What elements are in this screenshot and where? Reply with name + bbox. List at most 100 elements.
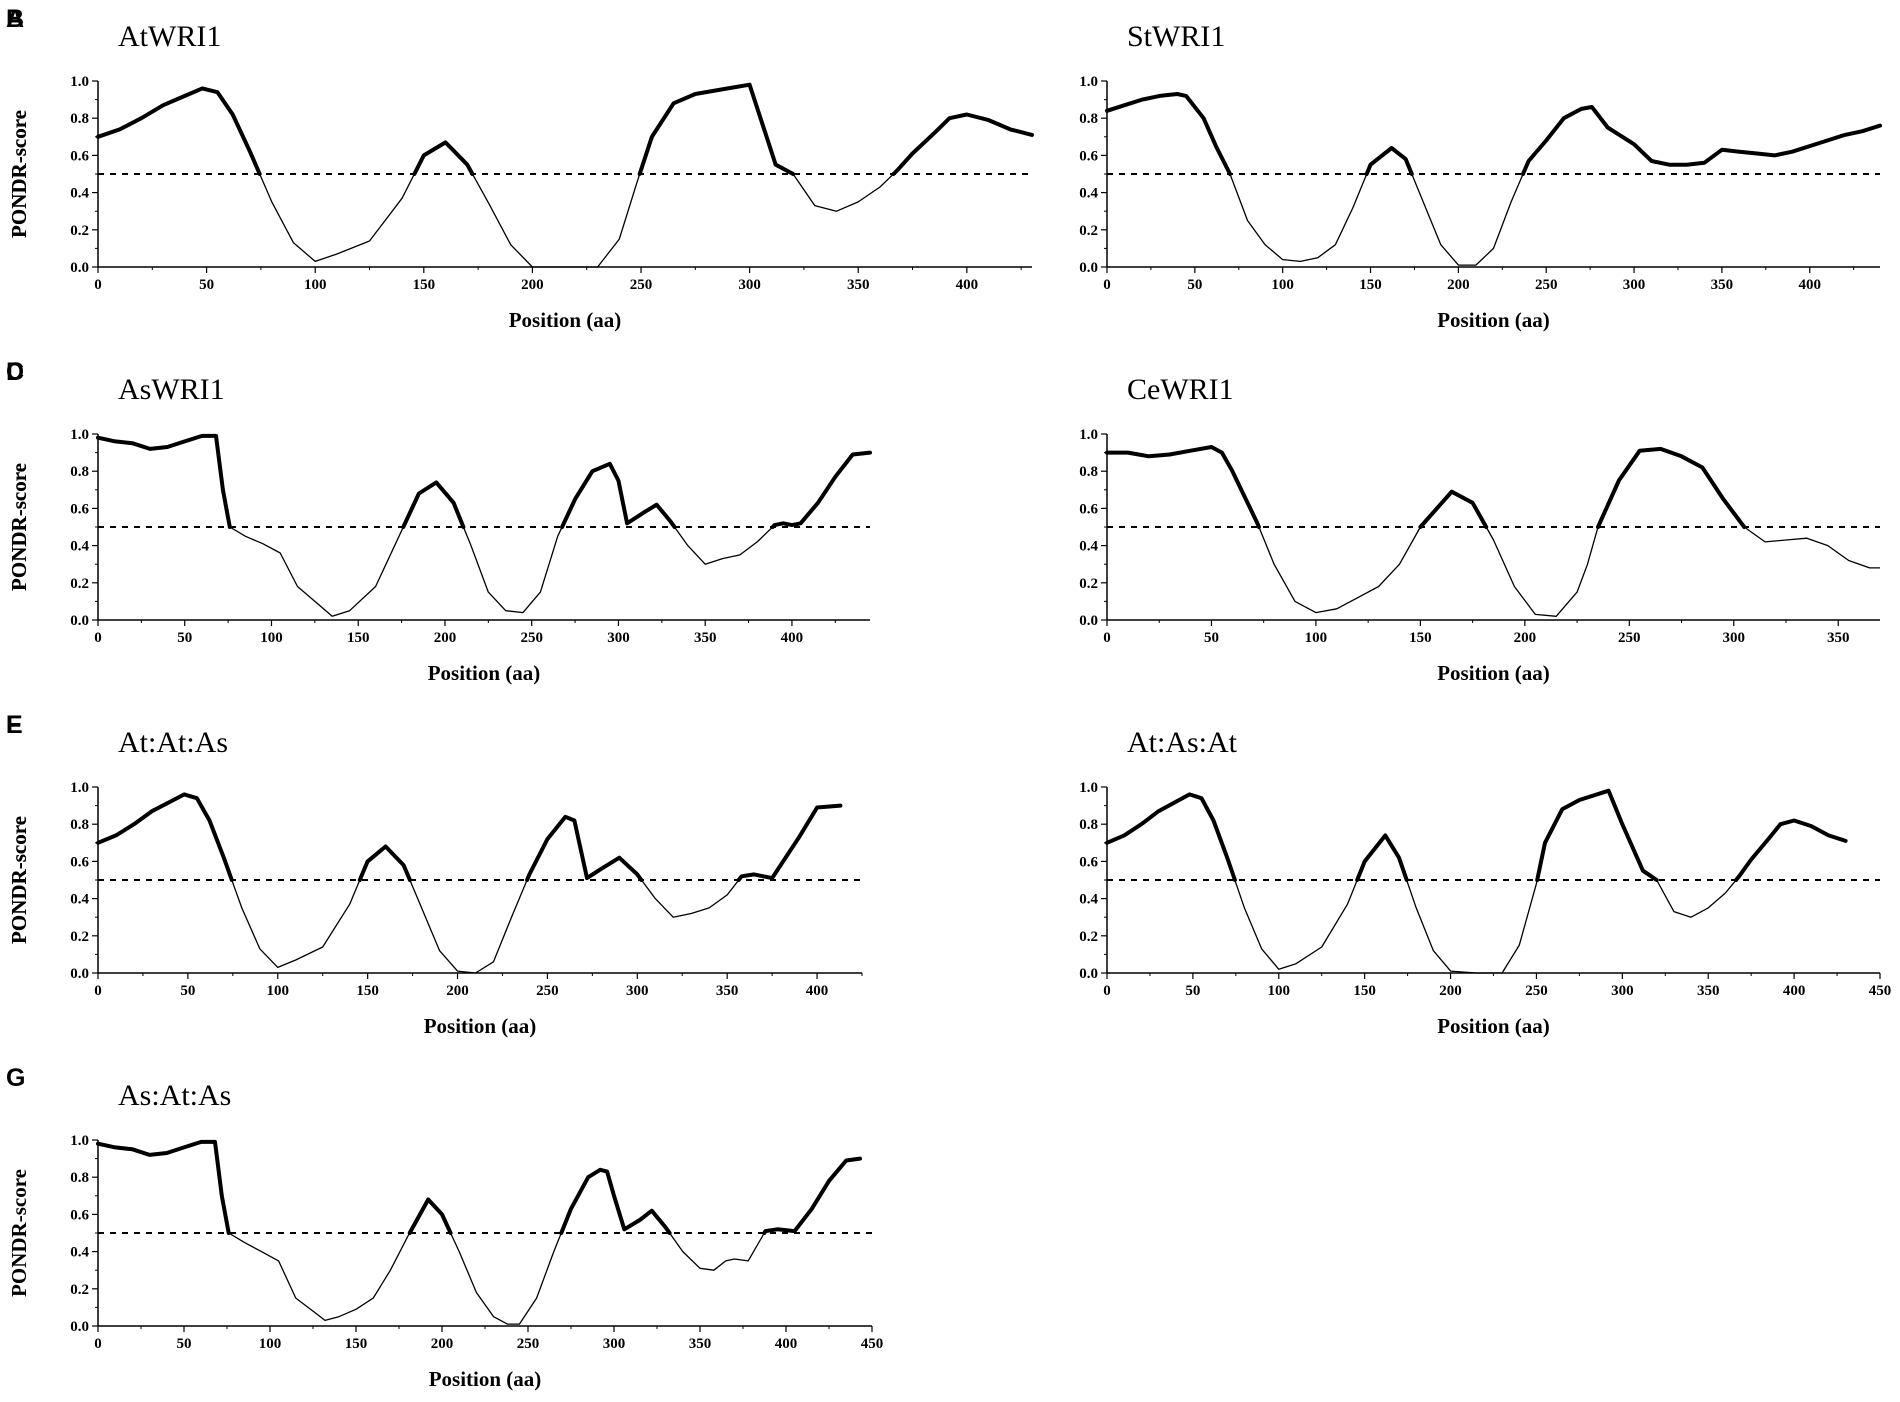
panel-title: AtWRI1 [118, 20, 221, 53]
x-tick-label: 150 [345, 1336, 368, 1352]
panel-e: E At:At:As 0.0 0.2 0.4 0.6 0.8 1.0 0 50 100 150 200 2… [6, 711, 863, 1038]
y-tick-label: 0.0 [1079, 613, 1098, 629]
y-tick-label: 0.0 [1079, 260, 1098, 276]
y-tick-label: 0.4 [70, 892, 89, 908]
x-axis-label: Position (aa) [1437, 661, 1550, 685]
x-tick-label: 200 [1439, 983, 1462, 999]
disordered-segment [736, 803, 843, 882]
y-tick-label: 1.0 [70, 427, 89, 443]
x-tick-label: 200 [431, 1336, 454, 1352]
panel-f: F At:As:At 0.0 0.2 0.4 0.6 0.8 1.0 0 50 100 150 200 2… [6, 711, 1891, 1038]
disordered-segment [357, 844, 412, 882]
panel-letter: D [6, 358, 24, 386]
y-tick-label: 0.2 [70, 576, 89, 592]
panel-title: As:At:As [118, 1079, 231, 1112]
y-tick-label: 0.8 [70, 1170, 89, 1186]
pondr-line [97, 84, 1033, 268]
x-axis-label: Position (aa) [1437, 1014, 1550, 1038]
x-tick-label: 450 [861, 1336, 884, 1352]
x-tick-label: 200 [1447, 277, 1470, 293]
x-tick-label: 450 [1869, 983, 1892, 999]
y-axis-label: PONDR-score [7, 463, 31, 591]
x-tick-label: 0 [94, 277, 102, 293]
y-tick-label: 0.2 [1079, 223, 1098, 239]
y-tick-label: 1.0 [70, 1133, 89, 1149]
disordered-segment [96, 1139, 231, 1235]
x-tick-label: 100 [260, 630, 283, 646]
x-tick-label: 300 [626, 983, 649, 999]
x-axis-label: Position (aa) [428, 661, 541, 685]
x-tick-label: 250 [1618, 630, 1641, 646]
panel-c: C AsWRI1 0.0 0.2 0.4 0.6 0.8 1.0 0 50 100 150 200 250… [6, 358, 872, 685]
panel-title: At:At:As [118, 726, 228, 759]
disordered-segment [412, 140, 475, 176]
y-tick-label: 0.4 [70, 186, 89, 202]
y-tick-label: 0.0 [70, 1319, 89, 1335]
y-tick-label: 0.0 [70, 966, 89, 982]
x-tick-label: 0 [94, 1336, 102, 1352]
y-tick-label: 0.4 [70, 1245, 89, 1261]
panel-title: StWRI1 [1127, 20, 1225, 53]
x-tick-label: 250 [630, 277, 653, 293]
disordered-segment [1418, 489, 1489, 529]
panel-letter: C [6, 358, 24, 386]
panel-title: AsWRI1 [118, 373, 225, 406]
x-tick-label: 250 [1525, 983, 1548, 999]
panel-g: G As:At:As 0.0 0.2 0.4 0.6 0.8 1.0 0 50 100 150 200 2… [6, 1064, 883, 1391]
y-tick-label: 0.2 [70, 1282, 89, 1298]
disordered-segment [1734, 818, 1848, 882]
x-tick-label: 50 [177, 630, 192, 646]
x-tick-label: 150 [347, 630, 370, 646]
x-tick-label: 250 [536, 983, 559, 999]
y-tick-label: 1.0 [70, 780, 89, 796]
x-tick-label: 0 [1103, 277, 1111, 293]
y-tick-label: 0.0 [70, 260, 89, 276]
x-tick-label: 200 [434, 630, 457, 646]
y-tick-label: 0.4 [1079, 186, 1098, 202]
x-tick-label: 150 [356, 983, 379, 999]
y-axis-label: PONDR-score [7, 816, 31, 944]
y-tick-label: 0.6 [70, 148, 89, 164]
x-tick-label: 350 [1827, 630, 1850, 646]
x-tick-label: 50 [1185, 983, 1200, 999]
x-tick-label: 50 [180, 983, 195, 999]
x-tick-label: 350 [1697, 983, 1720, 999]
panel-b: B StWRI1 0.0 0.2 0.4 0.6 0.8 1.0 0 50 100 150 200 250… [6, 5, 1882, 332]
x-tick-label: 400 [1798, 277, 1821, 293]
x-tick-label: 300 [1723, 630, 1746, 646]
disordered-segment [407, 1197, 453, 1235]
x-axis-label: Position (aa) [1437, 308, 1550, 332]
y-tick-label: 0.4 [1079, 539, 1098, 555]
x-tick-label: 50 [199, 277, 214, 293]
x-tick-label: 350 [1711, 277, 1734, 293]
x-tick-label: 300 [607, 630, 630, 646]
x-tick-label: 200 [446, 983, 469, 999]
x-tick-label: 100 [1271, 277, 1294, 293]
x-tick-label: 200 [521, 277, 544, 293]
x-tick-label: 400 [1783, 983, 1806, 999]
panel-title: CeWRI1 [1127, 373, 1234, 406]
x-tick-label: 350 [694, 630, 717, 646]
x-tick-label: 50 [1187, 277, 1202, 293]
panel-d: D CeWRI1 0.0 0.2 0.4 0.6 0.8 1.0 0 50 100 150 200 250… [6, 358, 1880, 685]
panel-title: At:As:At [1127, 726, 1238, 759]
y-tick-label: 0.0 [70, 613, 89, 629]
y-tick-label: 1.0 [70, 74, 89, 90]
disordered-segment [96, 792, 234, 882]
x-tick-label: 150 [1353, 983, 1376, 999]
x-tick-label: 100 [304, 277, 327, 293]
x-tick-label: 100 [259, 1336, 282, 1352]
x-tick-label: 300 [1623, 277, 1646, 293]
panel-letter: E [6, 711, 23, 739]
y-axis-label: PONDR-score [7, 463, 31, 591]
y-axis-label: PONDR-score [7, 816, 31, 944]
panel-letter: B [6, 5, 24, 33]
disordered-segment [401, 480, 466, 529]
disordered-segment [560, 461, 677, 529]
y-tick-label: 0.4 [70, 539, 89, 555]
pondr-line [1107, 446, 1880, 617]
y-tick-label: 0.2 [1079, 929, 1098, 945]
y-tick-label: 0.4 [1079, 892, 1098, 908]
disordered-segment [1355, 833, 1409, 882]
